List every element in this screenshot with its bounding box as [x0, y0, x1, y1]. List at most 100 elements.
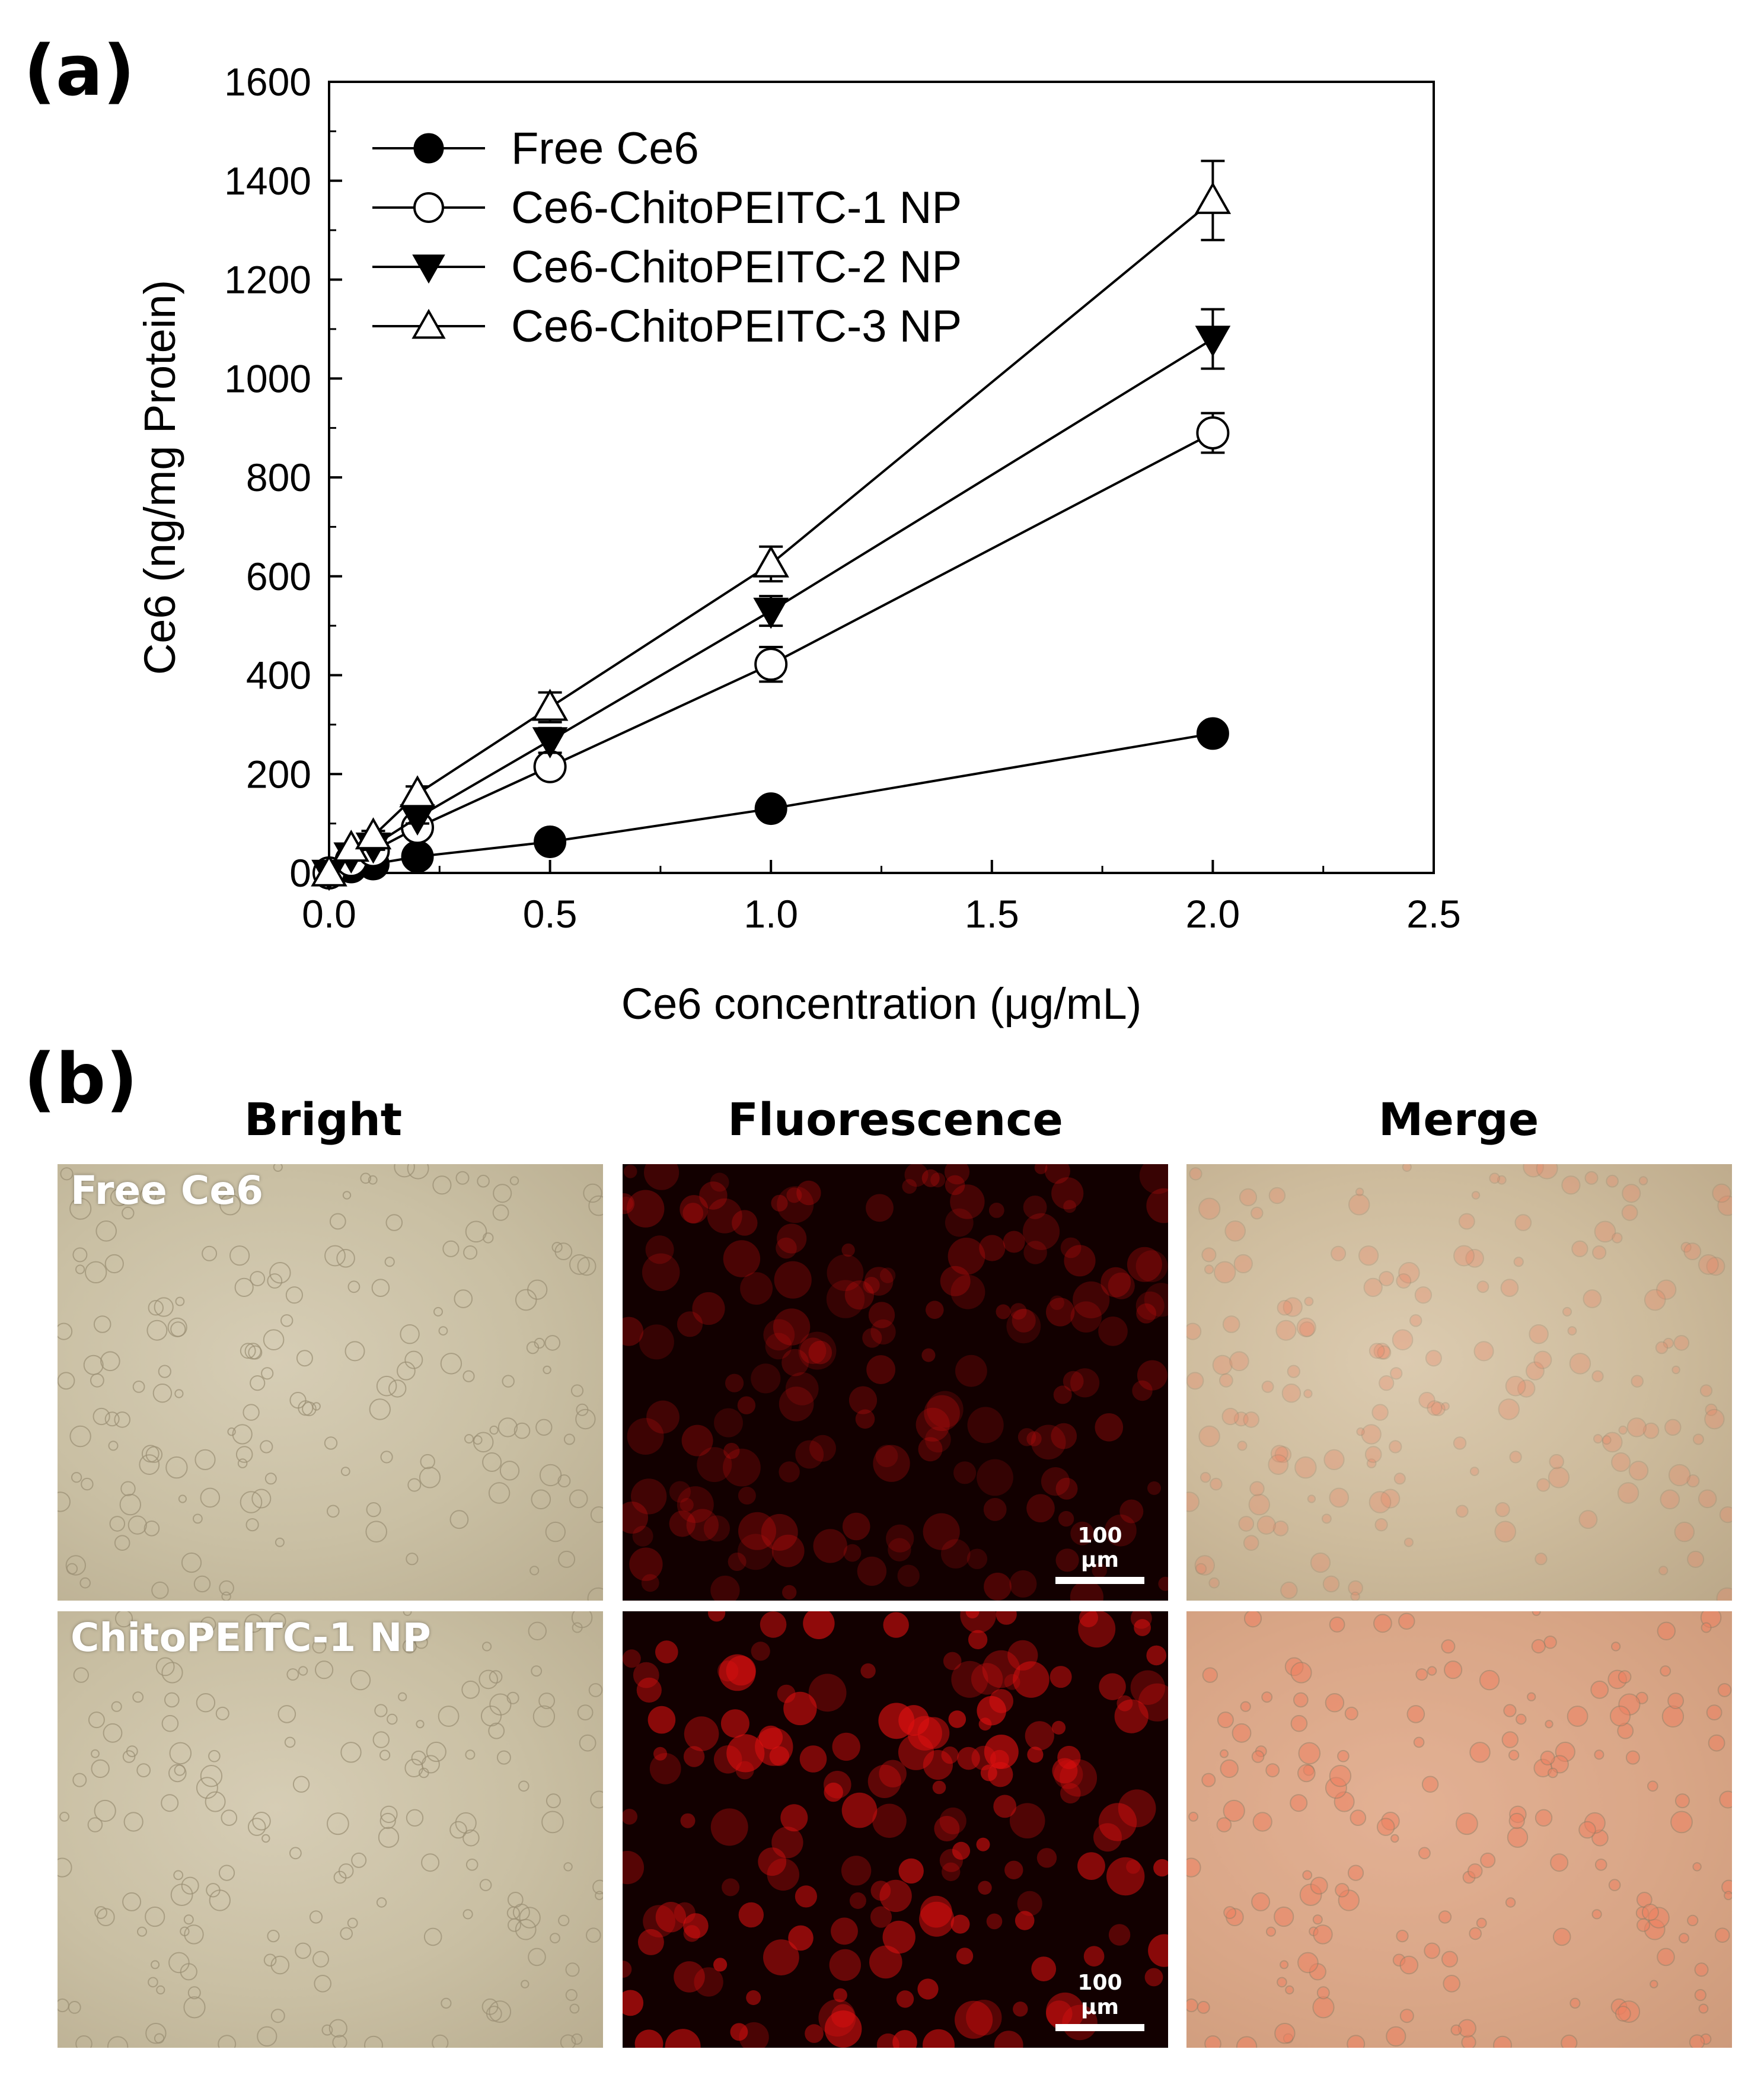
cell [245, 1518, 259, 1532]
cell [141, 1445, 160, 1463]
cell [956, 1948, 974, 1965]
cell [1051, 1177, 1084, 1210]
cell [707, 1198, 742, 1234]
cell [1415, 1668, 1428, 1681]
cell [81, 1477, 94, 1491]
scale-bar: 100 μm [1055, 1524, 1144, 1584]
cell [235, 1446, 253, 1463]
cell [336, 1249, 355, 1268]
cell [329, 1213, 346, 1230]
cell [1210, 1477, 1223, 1491]
cell [968, 1630, 988, 1649]
cell [1208, 1577, 1220, 1589]
cell [710, 1808, 748, 1846]
cell [132, 1691, 144, 1703]
cell [1692, 1862, 1702, 1872]
cell [1469, 1467, 1479, 1476]
cell [1674, 1793, 1690, 1809]
cell [1471, 1191, 1481, 1200]
cell [569, 1254, 590, 1275]
cell [879, 1760, 907, 1787]
micrograph-fluorescence-chitopeitc-1: 100 μm [623, 1611, 1168, 2048]
cell [1058, 1510, 1074, 1527]
cell [826, 1280, 865, 1318]
cell [100, 1351, 120, 1372]
cell [796, 1180, 821, 1206]
cell [379, 1749, 391, 1761]
cell [546, 1793, 561, 1809]
cell [1536, 1164, 1558, 1180]
cell [465, 1749, 476, 1760]
cell [677, 1311, 703, 1337]
cell [798, 1331, 837, 1370]
cell [462, 1909, 473, 1920]
cell [1136, 1303, 1156, 1324]
cell [1009, 1570, 1037, 1598]
cell [623, 1317, 644, 1346]
cell [1285, 1985, 1294, 1995]
cell [1186, 1998, 1198, 2013]
cell [1402, 1164, 1412, 1172]
cell [175, 1296, 185, 1306]
cell [371, 1279, 390, 1297]
cell [1479, 1669, 1500, 1691]
cell [1396, 1930, 1409, 1943]
cell [421, 1853, 440, 1872]
cell [1272, 1521, 1289, 1537]
cell [1698, 1254, 1719, 1275]
cell [777, 1223, 807, 1254]
cell [1562, 1306, 1572, 1317]
cell [832, 1732, 860, 1761]
cell [384, 1257, 395, 1267]
cell [58, 1372, 75, 1390]
cell [169, 1742, 192, 1765]
cell [181, 1876, 199, 1895]
cell [309, 1910, 323, 1924]
cell [550, 1933, 560, 1943]
row-label-chitopeitc-1: ChitoPEITC-1 NP [71, 1615, 431, 1661]
cell [1647, 1780, 1658, 1792]
cell [1243, 1611, 1262, 1628]
cell [1277, 1300, 1293, 1316]
cell [543, 1365, 551, 1375]
cell [321, 2024, 333, 2036]
cell [419, 1467, 441, 1489]
cell [1373, 1614, 1392, 1633]
cell [1204, 2035, 1221, 2048]
cell [1274, 1906, 1294, 1927]
chart-series [311, 160, 1232, 891]
cell [489, 2000, 512, 2023]
cell [1188, 1812, 1199, 1822]
cell [365, 1521, 388, 1543]
cell [143, 1521, 160, 1537]
cell [1369, 1491, 1392, 1513]
cell [1093, 1823, 1122, 1852]
cell [1609, 1706, 1631, 1727]
cell [760, 1611, 787, 1638]
cell [168, 1764, 187, 1783]
cell [104, 1411, 120, 1427]
cell [338, 1863, 354, 1879]
cell [751, 1363, 781, 1394]
cell [219, 1193, 241, 1216]
cell [831, 1917, 858, 1945]
cell [669, 1481, 691, 1503]
cell [1144, 1968, 1163, 1987]
cell [771, 1194, 788, 1212]
cell [955, 1354, 987, 1387]
cell [1302, 1870, 1313, 1881]
cell [205, 1791, 226, 1812]
cell [493, 1184, 512, 1203]
cell [1712, 1183, 1731, 1203]
cell [1323, 1449, 1345, 1470]
cell [1698, 2003, 1709, 2014]
cell [1331, 1245, 1347, 1261]
cell [1694, 1962, 1709, 1977]
cell [1105, 1514, 1137, 1547]
cell [710, 1575, 740, 1601]
cell [59, 1812, 70, 1822]
cell [111, 1701, 122, 1712]
cell [342, 1191, 352, 1200]
cell [1265, 1763, 1280, 1778]
cell [519, 1907, 541, 1929]
